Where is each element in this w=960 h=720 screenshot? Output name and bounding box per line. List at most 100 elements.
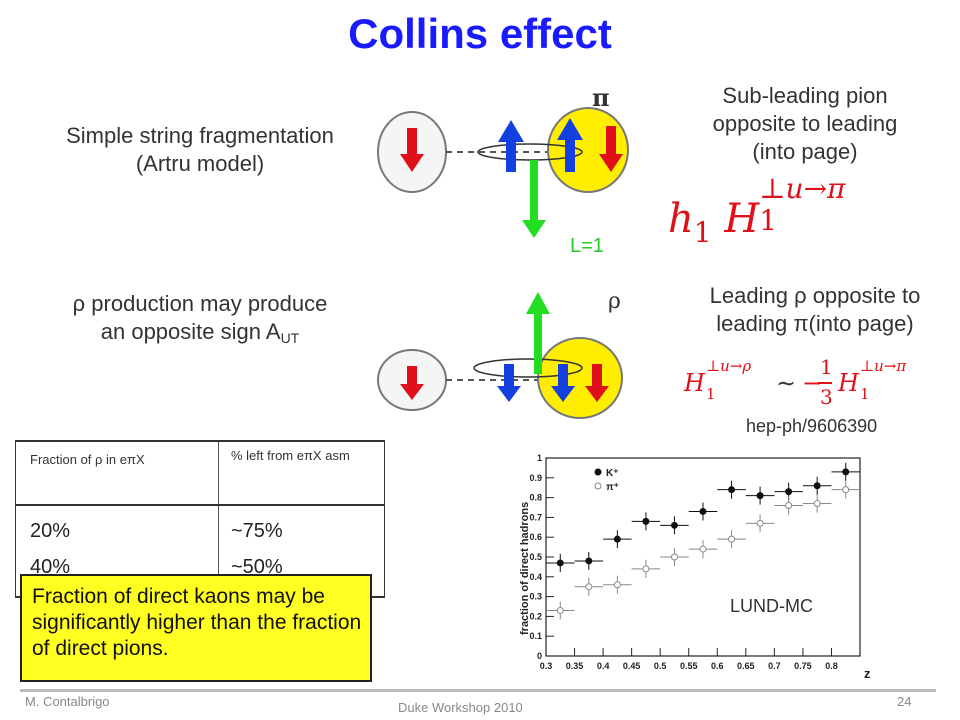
red-spin-down-arrow: [400, 366, 424, 400]
formula-h: h: [668, 196, 694, 242]
red-spin-down-arrow: [585, 364, 609, 402]
orbital-label: L=1: [570, 235, 604, 257]
formula-scripts: ⊥u→π 1: [759, 172, 889, 237]
red-spin-down-arrow: [400, 128, 424, 172]
data-point: [585, 583, 593, 591]
x-tick-label: 0.7: [768, 661, 781, 671]
data-point: [670, 553, 678, 561]
table-cell: 20%: [15, 505, 219, 556]
formula-rel: ∼: [776, 369, 797, 397]
data-point: [642, 517, 650, 525]
red-spin-down-arrow: [599, 126, 623, 172]
text-line: opposite to leading: [712, 111, 898, 136]
y-tick-label: 1: [537, 453, 542, 463]
data-point: [699, 507, 707, 515]
y-tick-label: 0.9: [529, 473, 542, 483]
y-tick-label: 0.3: [529, 592, 542, 602]
data-point: [699, 545, 707, 553]
y-tick-label: 0.7: [529, 512, 542, 522]
text-line: an opposite sign AUT: [20, 318, 380, 352]
legend-entry: π⁺: [606, 482, 619, 493]
x-axis-label: z: [864, 666, 871, 681]
text-line: Simple string fragmentation: [66, 123, 334, 148]
data-point: [556, 559, 564, 567]
y-tick-label: 0.5: [529, 552, 542, 562]
formula-den: 3: [820, 385, 833, 409]
formula-H: H: [838, 369, 859, 397]
fraction-bar: [818, 382, 832, 384]
pi-symbol: π: [592, 83, 610, 112]
y-tick-label: 0.4: [529, 572, 542, 582]
formula-sign: −: [802, 369, 823, 397]
y-tick-label: 0.1: [529, 631, 542, 641]
text-line: ρ production may produce: [72, 291, 328, 316]
data-point: [785, 488, 793, 496]
data-point: [556, 606, 564, 614]
green-orbital-arrow: [522, 160, 546, 238]
data-point: [728, 486, 736, 494]
table-header: % left from eπX asm: [218, 441, 385, 505]
rho-symbol: ρ: [608, 289, 621, 314]
x-tick-label: 0.6: [711, 661, 724, 671]
string-fragmentation-diagram: π L=1 ρ: [377, 83, 629, 419]
table-cell: ~75%: [218, 505, 385, 556]
data-point: [585, 557, 593, 565]
blue-spin-down-arrow: [551, 364, 575, 402]
footer-event: Duke Workshop 2010: [398, 700, 523, 715]
y-tick-label: 0.8: [529, 493, 542, 503]
formula-H: H: [724, 196, 760, 242]
rho-fraction-table: Fraction of ρ in eπX % left from eπX asm…: [15, 440, 385, 598]
slide-title: Collins effect: [348, 10, 612, 57]
x-tick-label: 0.75: [794, 661, 812, 671]
footer-author: M. Contalbrigo: [25, 694, 110, 709]
collins-formula: h1 H ⊥u→π 1: [668, 172, 918, 249]
sub-leading-pion-text: Sub-leading pion opposite to leading (in…: [680, 82, 930, 166]
data-point: [613, 535, 621, 543]
text-line: Sub-leading pion: [722, 83, 888, 108]
formula-sub: 1: [706, 385, 716, 403]
y-tick-label: 0: [537, 651, 542, 661]
x-tick-label: 0.35: [566, 661, 584, 671]
data-point: [756, 492, 764, 500]
x-tick-label: 0.8: [825, 661, 838, 671]
y-axis-label: fraction of direct hadrons: [519, 502, 531, 635]
legend-marker: [594, 482, 602, 490]
formula-H: H: [684, 369, 705, 397]
footer-page-number: 24: [897, 694, 912, 709]
text-line: Leading ρ opposite to: [709, 283, 921, 308]
direct-kaons-note: Fraction of direct kaons may be signific…: [20, 574, 372, 682]
formula-sub: 1: [759, 204, 778, 237]
rotation-loop: [473, 358, 583, 378]
table-header-row: Fraction of ρ in eπX % left from eπX asm: [15, 441, 385, 505]
text-line: leading π(into page): [716, 311, 914, 336]
formula-num: 1: [820, 355, 833, 379]
green-orbital-arrow: [526, 292, 550, 374]
plot-label: LUND-MC: [730, 596, 813, 616]
x-tick-label: 0.55: [680, 661, 698, 671]
legend-marker: [594, 468, 602, 476]
legend-entry: K⁺: [606, 468, 619, 479]
data-point: [842, 486, 850, 494]
y-tick-label: 0.6: [529, 532, 542, 542]
data-point: [613, 581, 621, 589]
x-tick-label: 0.5: [654, 661, 667, 671]
formula-sup: ⊥u→π: [860, 357, 907, 375]
x-tick-label: 0.4: [597, 661, 610, 671]
chart-axes: 0 0.1 0.2 0.3 0.4 0.5 0.6 0.7 0.8 0.9 1 0.3 0.35 0.4 0…: [529, 453, 861, 671]
data-point: [785, 502, 793, 510]
data-point: [728, 535, 736, 543]
y-tick-label: 0.2: [529, 611, 542, 621]
formula-sup: ⊥u→ρ: [706, 357, 752, 375]
table-row: 20% ~75%: [15, 505, 385, 556]
formula-sub: 1: [860, 385, 870, 403]
table-header: Fraction of ρ in eπX: [15, 441, 219, 505]
rho-collins-formula: H ⊥u→ρ 1 ∼ − 1 3 H ⊥u→π 1: [684, 355, 944, 415]
text-line: (into page): [752, 139, 858, 164]
text-span: an opposite sign A: [100, 319, 281, 344]
data-point: [670, 521, 678, 529]
data-point: [813, 500, 821, 508]
reference-label: hep-ph/9606390: [746, 416, 878, 436]
formula-sub: 1: [693, 216, 712, 249]
data-point: [842, 468, 850, 476]
blue-spin-up-arrow: [557, 118, 583, 172]
